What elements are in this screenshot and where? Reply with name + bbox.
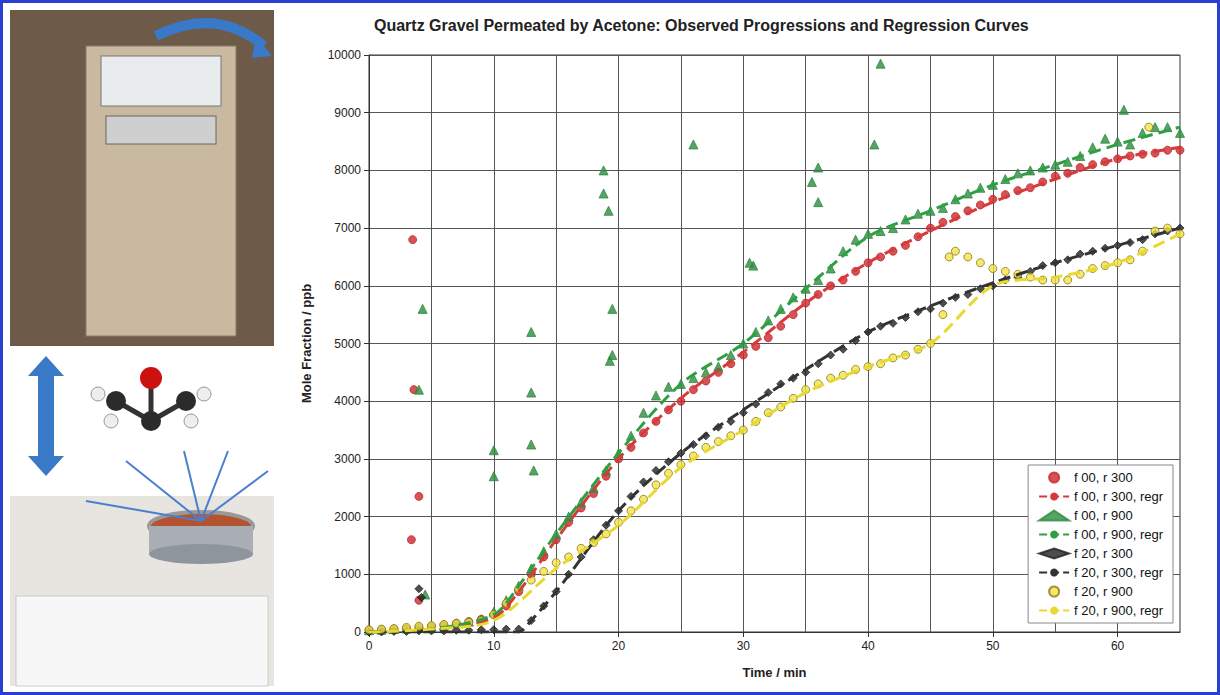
svg-text:3000: 3000	[334, 452, 361, 466]
svg-text:50: 50	[986, 639, 1000, 653]
svg-text:20: 20	[612, 639, 626, 653]
svg-text:Quartz Gravel Permeated by Ace: Quartz Gravel Permeated by Acetone: Obse…	[374, 17, 1029, 34]
svg-text:8000: 8000	[334, 163, 361, 177]
svg-text:f 00, r 300, regr: f 00, r 300, regr	[1074, 489, 1164, 504]
svg-text:6000: 6000	[334, 279, 361, 293]
svg-text:f 00, r 900: f 00, r 900	[1074, 508, 1133, 523]
svg-text:60: 60	[1111, 639, 1125, 653]
svg-text:0: 0	[366, 639, 373, 653]
svg-text:2000: 2000	[334, 510, 361, 524]
svg-text:f 00, r 300: f 00, r 300	[1074, 470, 1133, 485]
svg-text:9000: 9000	[334, 106, 361, 120]
svg-text:30: 30	[737, 639, 751, 653]
svg-text:5000: 5000	[334, 337, 361, 351]
svg-text:Time / min: Time / min	[742, 665, 806, 680]
svg-text:10: 10	[487, 639, 501, 653]
svg-text:40: 40	[861, 639, 875, 653]
svg-text:f 20, r 900, regr: f 20, r 900, regr	[1074, 603, 1164, 618]
svg-text:4000: 4000	[334, 394, 361, 408]
svg-text:0: 0	[354, 625, 361, 639]
svg-text:f 20, r 300: f 20, r 300	[1074, 546, 1133, 561]
svg-text:10000: 10000	[328, 48, 362, 62]
svg-text:1000: 1000	[334, 567, 361, 581]
svg-text:f 00, r 900, regr: f 00, r 900, regr	[1074, 527, 1164, 542]
svg-text:f 20, r 300, regr: f 20, r 300, regr	[1074, 565, 1164, 580]
svg-text:7000: 7000	[334, 221, 361, 235]
svg-text:Mole Fraction / ppb: Mole Fraction / ppb	[299, 284, 314, 403]
svg-text:f 20, r 900: f 20, r 900	[1074, 584, 1133, 599]
